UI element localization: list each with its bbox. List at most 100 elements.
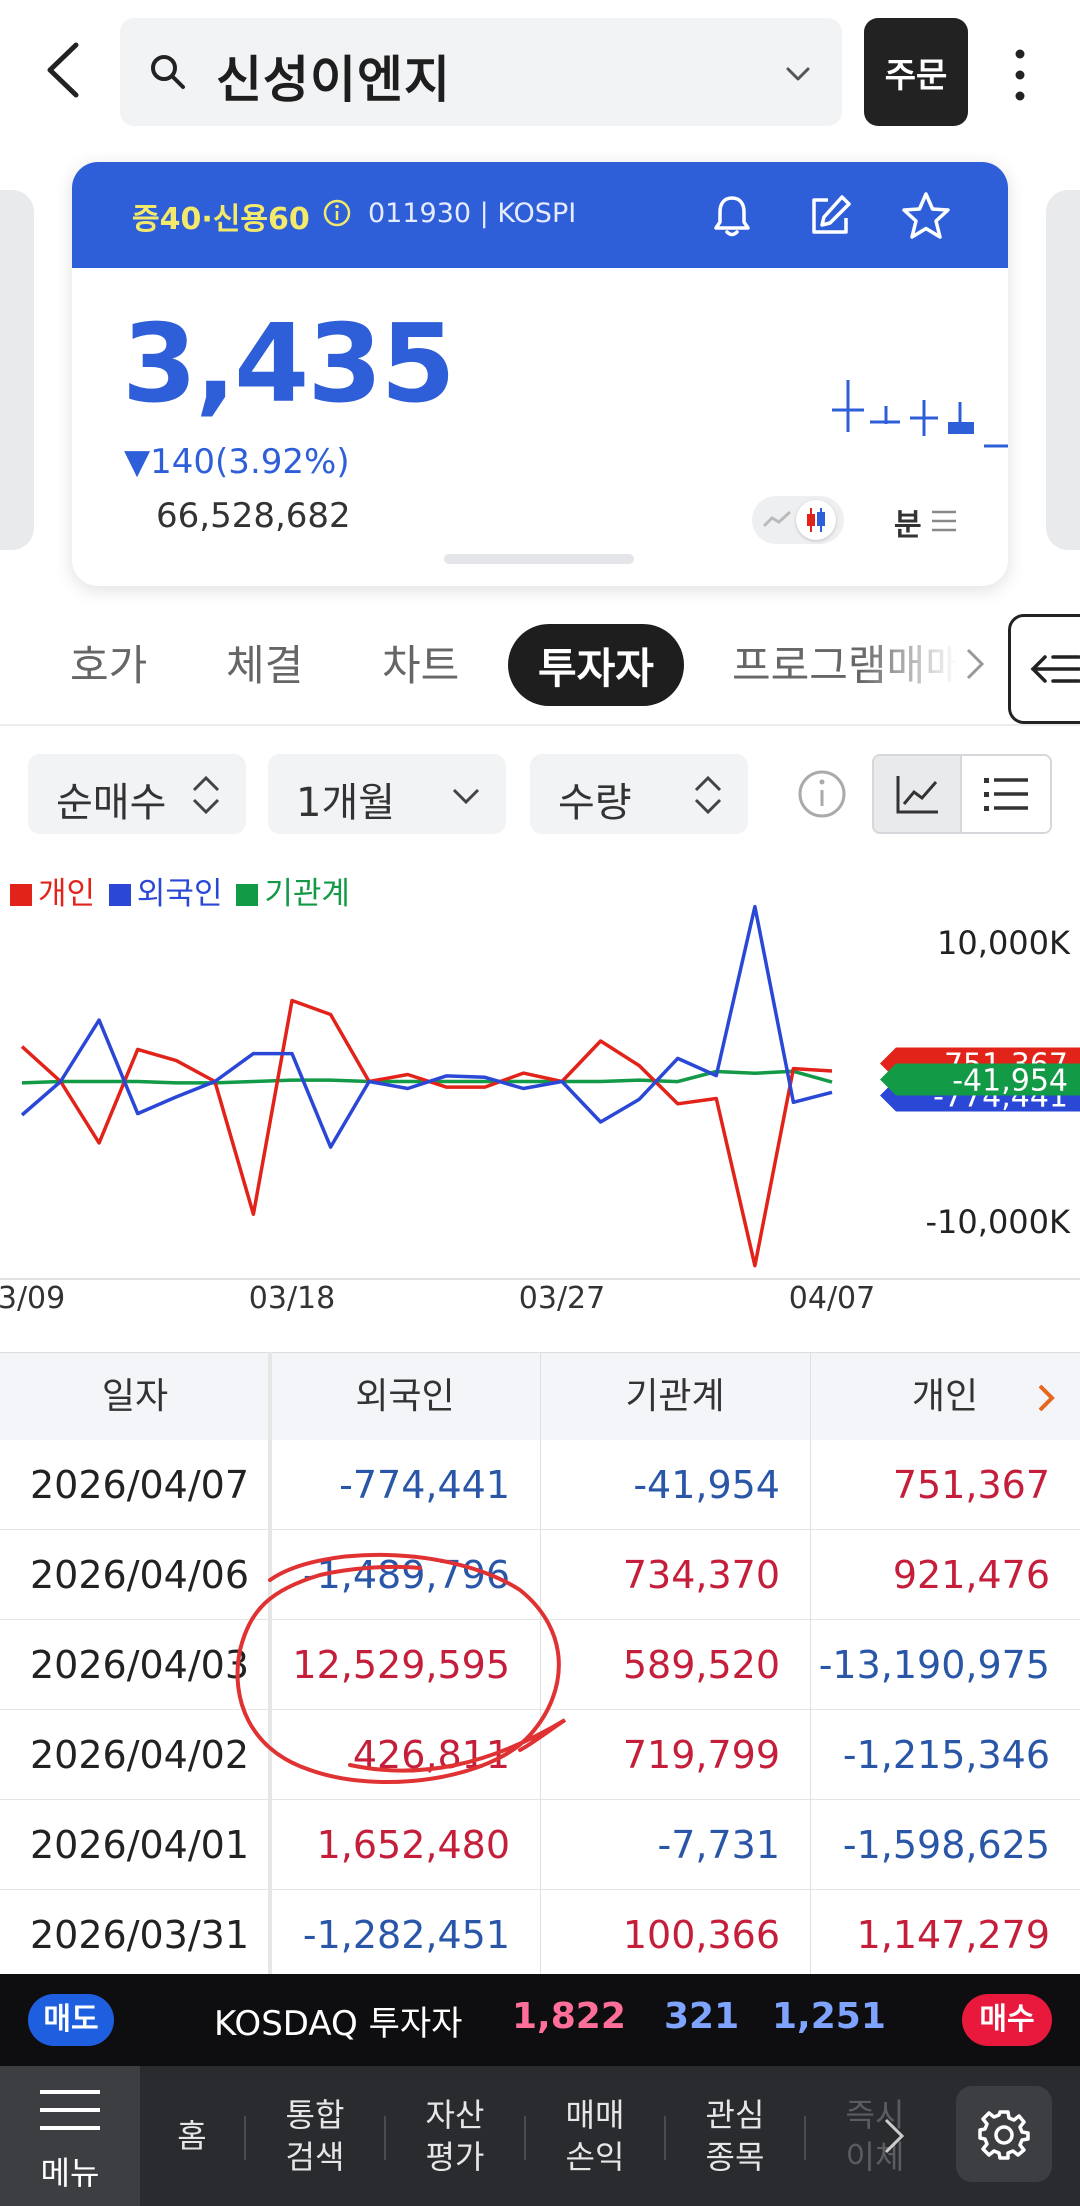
side-panel-button[interactable] xyxy=(1008,614,1080,724)
previous-stock-card[interactable] xyxy=(0,190,34,550)
nav-separator xyxy=(384,2116,386,2160)
header-individual[interactable]: 개인 xyxy=(911,1376,979,1417)
stock-name: 신성이엔지 xyxy=(216,51,451,109)
ticker-value-institution: 1,251 xyxy=(772,1996,886,2037)
cell-date: 2026/04/06 xyxy=(30,1553,250,1597)
star-icon[interactable] xyxy=(900,190,952,242)
stock-search-box[interactable]: 신성이엔지 xyxy=(120,18,842,126)
collapse-menu-icon xyxy=(1030,655,1080,683)
nav-separator xyxy=(804,2116,806,2160)
unit-selector[interactable]: 수량 xyxy=(530,754,748,834)
ticker-value-individual: 1,822 xyxy=(512,1996,626,2037)
table-row[interactable]: 2026/03/31 -1,282,451 100,366 1,147,279 xyxy=(0,1890,1080,1980)
sell-button[interactable]: 매도 xyxy=(28,1994,114,2046)
y-tick-label: -10,000K xyxy=(926,1203,1072,1241)
current-price: 3,435 xyxy=(122,302,456,427)
sort-updown-icon xyxy=(192,775,220,815)
info-icon[interactable] xyxy=(796,768,848,820)
cell-foreign: 426,811 xyxy=(352,1733,510,1777)
header-institution[interactable]: 기관계 xyxy=(625,1376,725,1417)
series-line-개인 xyxy=(20,998,833,1268)
line-chart-icon xyxy=(762,510,792,528)
stock-code-market: 011930 | KOSPI xyxy=(368,198,577,229)
unit-label: 수량 xyxy=(558,780,632,826)
column-divider xyxy=(540,1352,541,1980)
cell-institution: 734,370 xyxy=(622,1553,780,1597)
x-tick-label: 03/27 xyxy=(519,1281,605,1316)
ticker-value-foreign: 321 xyxy=(664,1996,740,2037)
ticker-title: KOSDAQ 투자자 xyxy=(214,2004,463,2044)
top-bar: 신성이엔지 주문 xyxy=(0,0,1080,150)
legend-swatch-institution xyxy=(236,884,259,906)
stock-card-header: 증40·신용60 011930 | KOSPI xyxy=(72,162,1008,268)
detail-tabs: 호가 체결 차트 투자자 프로그램매매 xyxy=(0,614,1080,724)
period-selector[interactable]: 1개월 xyxy=(268,754,506,834)
settings-button[interactable] xyxy=(956,2086,1052,2182)
cell-individual: -13,190,975 xyxy=(818,1643,1050,1687)
list-icon[interactable] xyxy=(930,508,958,534)
nav-asset-valuation[interactable]: 자산 평가 xyxy=(425,2096,485,2176)
tab-investors[interactable]: 투자자 xyxy=(508,624,684,706)
bottom-navigation: 메뉴 홈 통합 검색 자산 평가 매매 손익 관심 종목 즉시 이체 xyxy=(0,2066,1080,2206)
menu-button[interactable]: 메뉴 xyxy=(0,2066,140,2206)
nav-home[interactable]: 홈 xyxy=(177,2117,207,2155)
header-foreign[interactable]: 외국인 xyxy=(355,1376,455,1417)
cell-date: 2026/03/31 xyxy=(30,1913,250,1957)
interval-label[interactable]: 분 xyxy=(894,508,922,543)
header-date[interactable]: 일자 xyxy=(101,1376,169,1417)
cell-date: 2026/04/07 xyxy=(30,1463,250,1507)
tab-chart[interactable]: 차트 xyxy=(382,641,460,690)
table-row[interactable]: 2026/04/07 -774,441 -41,954 751,367 xyxy=(0,1440,1080,1530)
investor-net-buy-chart[interactable]: 10,000K-10,000K03/0903/1803/2704/07751,3… xyxy=(0,900,1080,1320)
bell-icon[interactable] xyxy=(708,192,756,240)
value-tag xyxy=(880,1063,1080,1096)
x-tick-label: 03/09 xyxy=(0,1281,65,1316)
tabs-divider xyxy=(0,724,1080,726)
cell-individual: 921,476 xyxy=(892,1553,1050,1597)
nav-trade-pnl[interactable]: 매매 손익 xyxy=(565,2096,625,2176)
column-divider xyxy=(810,1352,811,1980)
card-drag-handle[interactable] xyxy=(444,554,634,564)
edit-icon[interactable] xyxy=(806,192,854,240)
chart-view-button[interactable] xyxy=(874,756,962,832)
nav-separator xyxy=(244,2116,246,2160)
cell-individual: -1,598,625 xyxy=(842,1823,1050,1867)
info-icon[interactable] xyxy=(322,198,352,228)
buy-button[interactable]: 매수 xyxy=(962,1994,1052,2046)
legend-swatch-foreign xyxy=(108,884,131,906)
chevron-right-icon[interactable] xyxy=(880,2114,908,2158)
chart-type-toggle[interactable] xyxy=(752,496,844,544)
menu-label: 메뉴 xyxy=(40,2154,100,2192)
chart-divider xyxy=(0,1278,1080,1280)
cell-individual: -1,215,346 xyxy=(842,1733,1050,1777)
table-row[interactable]: 2026/04/01 1,652,480 -7,731 -1,598,625 xyxy=(0,1800,1080,1890)
value-tag-label: -41,954 xyxy=(952,1064,1068,1099)
chevron-right-icon[interactable] xyxy=(1034,1381,1060,1415)
net-buy-selector[interactable]: 순매수 xyxy=(28,754,246,834)
cell-date: 2026/04/02 xyxy=(30,1733,250,1777)
tab-orderbook[interactable]: 호가 xyxy=(70,641,148,690)
order-button[interactable]: 주문 xyxy=(864,18,968,126)
cell-foreign: -1,489,796 xyxy=(302,1553,510,1597)
chevron-right-icon[interactable] xyxy=(962,644,988,684)
cell-institution: -7,731 xyxy=(657,1823,781,1867)
market-ticker-bar[interactable]: 매도 KOSDAQ 투자자 1,822 321 1,251 매수 xyxy=(0,1974,1080,2066)
nav-watchlist[interactable]: 관심 종목 xyxy=(705,2096,765,2176)
legend-institution: 기관계 xyxy=(264,876,350,912)
series-line-외국인 xyxy=(20,904,833,1149)
tab-trades[interactable]: 체결 xyxy=(226,641,304,690)
next-stock-card[interactable] xyxy=(1046,190,1080,550)
nav-instant-transfer[interactable]: 즉시 이체 xyxy=(845,2096,905,2176)
candlestick-icon xyxy=(807,508,825,532)
tab-fade-overlay xyxy=(860,614,1000,714)
mini-candle-chart[interactable] xyxy=(752,372,1008,482)
period-label: 1개월 xyxy=(296,780,396,826)
list-view-button[interactable] xyxy=(962,756,1050,832)
back-arrow-icon[interactable] xyxy=(36,35,96,105)
hamburger-menu-icon xyxy=(40,2090,100,2130)
chevron-down-icon[interactable] xyxy=(782,58,814,90)
legend-individual: 개인 xyxy=(38,876,96,912)
cell-date: 2026/04/03 xyxy=(30,1643,250,1687)
more-vertical-icon[interactable] xyxy=(1000,40,1040,110)
nav-integrated-search[interactable]: 통합 검색 xyxy=(285,2096,345,2176)
